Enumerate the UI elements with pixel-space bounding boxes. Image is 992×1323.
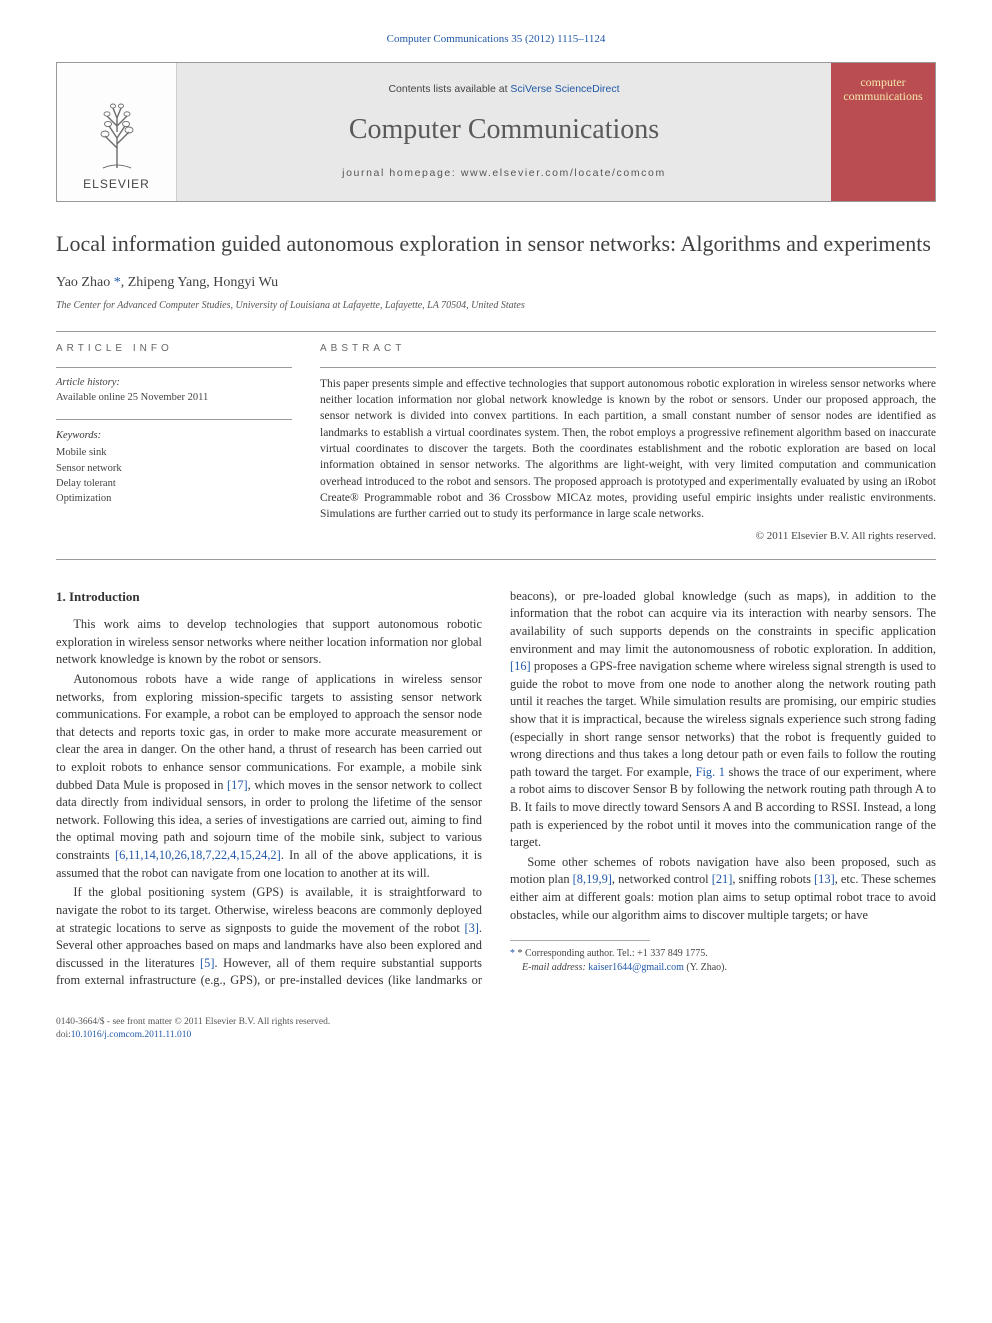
publisher-block: ELSEVIER — [57, 63, 177, 201]
author-1: Yao Zhao — [56, 275, 110, 290]
cover-title: computer communications — [843, 75, 922, 104]
history-head: Article history: — [56, 377, 120, 388]
text: If the global positioning system (GPS) i… — [56, 885, 482, 934]
text: Autonomous robots have a wide range of a… — [56, 672, 482, 792]
page-footer: 0140-3664/$ - see front matter © 2011 El… — [56, 1016, 936, 1042]
history-line: Available online 25 November 2011 — [56, 392, 208, 403]
article-title: Local information guided autonomous expl… — [56, 230, 936, 259]
section-heading-intro: 1. Introduction — [56, 588, 482, 606]
journal-ref-link[interactable]: Computer Communications 35 (2012) 1115–1… — [387, 33, 606, 45]
authors: Yao Zhao *, Zhipeng Yang, Hongyi Wu — [56, 273, 936, 293]
copyright: © 2011 Elsevier B.V. All rights reserved… — [320, 529, 936, 545]
publisher-name: ELSEVIER — [83, 176, 150, 193]
email-label: E-mail address: — [522, 962, 588, 973]
text: , sniffing robots — [732, 872, 814, 886]
journal-title: Computer Communications — [349, 110, 659, 151]
journal-header: ELSEVIER Contents lists available at Sci… — [56, 62, 936, 202]
keywords-list: Mobile sink Sensor network Delay toleran… — [56, 445, 292, 506]
citation[interactable]: [8,19,9] — [573, 872, 612, 886]
figure-ref[interactable]: Fig. 1 — [696, 765, 725, 779]
contents-available: Contents lists available at SciVerse Sci… — [388, 82, 619, 97]
contents-prefix: Contents lists available at — [388, 83, 510, 95]
doi-label: doi: — [56, 1030, 71, 1040]
divider — [56, 331, 936, 332]
info-row: article info Article history: Available … — [56, 342, 936, 544]
footnote-rule — [510, 940, 650, 941]
para: Autonomous robots have a wide range of a… — [56, 671, 482, 882]
keyword: Delay tolerant — [56, 476, 292, 491]
citation[interactable]: [3] — [464, 921, 478, 935]
text: , networked control — [612, 872, 712, 886]
corresponding-symbol: * — [110, 275, 121, 290]
divider — [320, 367, 936, 368]
journal-cover: computer communications — [831, 63, 935, 201]
citation[interactable]: [6,11,14,10,26,18,7,22,4,15,24,2] — [115, 848, 281, 862]
keywords-head: Keywords: — [56, 428, 292, 443]
para: Some other schemes of robots navigation … — [510, 854, 936, 924]
para: This work aims to develop technologies t… — [56, 616, 482, 669]
cover-line1: computer — [860, 75, 905, 89]
corr-note: * Corresponding author. Tel.: +1 337 849… — [518, 948, 708, 959]
footnotes: * * Corresponding author. Tel.: +1 337 8… — [510, 947, 936, 975]
text: proposes a GPS-free navigation scheme wh… — [510, 659, 936, 779]
journal-homepage: journal homepage: www.elsevier.com/locat… — [342, 166, 666, 181]
keyword: Sensor network — [56, 461, 292, 476]
email-link[interactable]: kaiser1644@gmail.com — [588, 962, 684, 973]
corr-symbol: * — [510, 948, 515, 959]
affiliation: The Center for Advanced Computer Studies… — [56, 299, 936, 314]
divider — [56, 419, 292, 420]
article-info-col: article info Article history: Available … — [56, 342, 292, 544]
divider — [56, 367, 292, 368]
body-columns: 1. Introduction This work aims to develo… — [56, 588, 936, 990]
header-center: Contents lists available at SciVerse Sci… — [177, 63, 831, 201]
doi-link[interactable]: 10.1016/j.comcom.2011.11.010 — [71, 1030, 191, 1040]
article-info-label: article info — [56, 342, 292, 357]
email-tail: (Y. Zhao). — [684, 962, 727, 973]
keyword: Optimization — [56, 491, 292, 506]
journal-reference: Computer Communications 35 (2012) 1115–1… — [56, 32, 936, 48]
divider — [56, 559, 936, 560]
citation[interactable]: [17] — [227, 778, 248, 792]
citation[interactable]: [21] — [712, 872, 733, 886]
cover-line2: communications — [843, 89, 922, 103]
sciencedirect-link[interactable]: SciVerse ScienceDirect — [510, 83, 619, 95]
elsevier-tree-icon — [87, 98, 147, 170]
citation[interactable]: [13] — [814, 872, 835, 886]
abstract-text: This paper presents simple and effective… — [320, 376, 936, 523]
citation[interactable]: [16] — [510, 659, 531, 673]
article-history: Article history: Available online 25 Nov… — [56, 376, 292, 405]
abstract-col: abstract This paper presents simple and … — [320, 342, 936, 544]
abstract-label: abstract — [320, 342, 936, 357]
authors-rest: , Zhipeng Yang, Hongyi Wu — [121, 275, 278, 290]
keyword: Mobile sink — [56, 445, 292, 460]
citation[interactable]: [5] — [200, 956, 214, 970]
footer-copyright: 0140-3664/$ - see front matter © 2011 El… — [56, 1016, 936, 1029]
